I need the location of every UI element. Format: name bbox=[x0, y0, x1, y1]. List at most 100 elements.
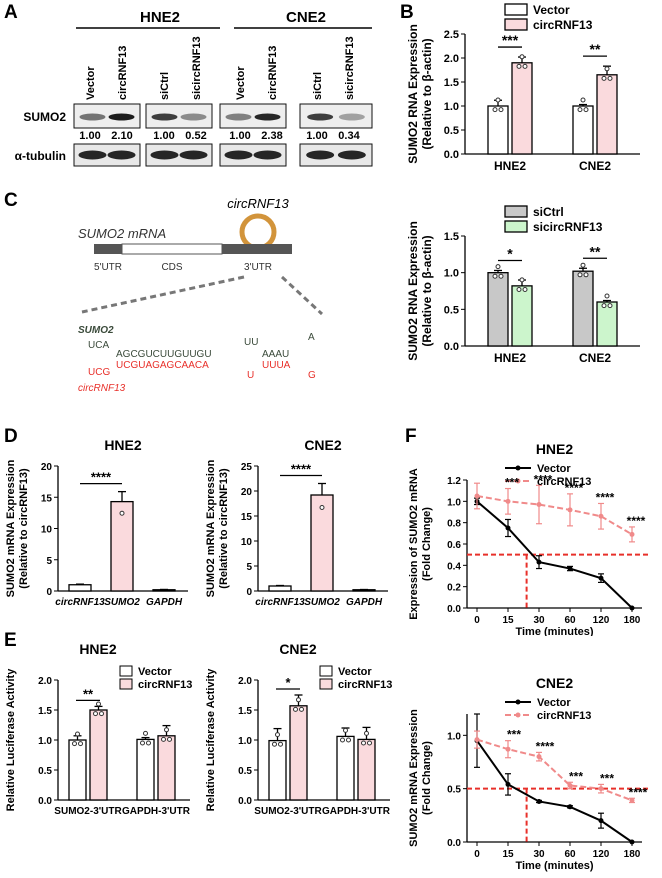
data-point bbox=[278, 741, 283, 747]
data-point bbox=[536, 798, 542, 804]
y-tick-label: 2.0 bbox=[238, 676, 252, 687]
data-point bbox=[293, 706, 298, 712]
legend-label: circRNF13 bbox=[533, 18, 593, 32]
data-point bbox=[346, 737, 351, 743]
tubulin-band bbox=[150, 150, 179, 160]
chart-d-cne2: CNE2 0 5 10 15 20 25 SUMO2 mRNA Expression(Rela… bbox=[205, 437, 388, 608]
data-point bbox=[299, 706, 304, 712]
data-point bbox=[604, 66, 610, 72]
panel-letter-c: C bbox=[4, 190, 18, 211]
lane-label: circRNF13 bbox=[117, 46, 129, 100]
y-tick-label: 0.0 bbox=[444, 341, 459, 353]
data-point bbox=[536, 502, 542, 508]
y-axis-label-line: (Fold Change) bbox=[421, 741, 433, 815]
chart-title: HNE2 bbox=[104, 437, 142, 453]
bar bbox=[268, 585, 292, 592]
y-tick-label: 1.0 bbox=[238, 736, 252, 747]
chart-title: CNE2 bbox=[279, 641, 317, 657]
tubulin-band bbox=[306, 150, 335, 160]
blot-box-tubulin bbox=[73, 143, 141, 167]
bar bbox=[596, 74, 618, 155]
bar bbox=[572, 105, 594, 155]
data-point bbox=[272, 741, 277, 747]
data-point bbox=[143, 730, 148, 736]
chart-f-hne2: HNE2 0.0 0.2 0.4 0.6 0.8 1.0 1.2 Expression of S… bbox=[408, 441, 650, 636]
seq-bot-b: UCGUAGAGCAACA bbox=[116, 360, 209, 371]
y-tick-label: 0.0 bbox=[444, 149, 459, 161]
seq-top-e: A bbox=[308, 332, 315, 343]
data-point bbox=[629, 839, 635, 845]
x-tick-label: GAPDH-3'UTR bbox=[122, 806, 191, 817]
x-tick-label: 0 bbox=[474, 849, 480, 860]
data-point bbox=[519, 54, 525, 60]
tubulin-band bbox=[107, 150, 136, 160]
band-quantification: 2.38 bbox=[261, 130, 282, 142]
y-axis-label-line: (Relative to β-actin) bbox=[420, 235, 434, 346]
y-tick-label: 15 bbox=[41, 493, 53, 504]
legend-swatch bbox=[504, 18, 528, 31]
x-tick-label: 180 bbox=[624, 615, 641, 626]
x-tick-label: HNE2 bbox=[494, 351, 526, 365]
y-axis-label-line: SUMO2 mRNA Expression bbox=[408, 709, 420, 847]
data-point bbox=[498, 273, 504, 279]
panel-letter-a: A bbox=[4, 2, 18, 23]
y-tick-label: 15 bbox=[241, 512, 253, 523]
significance-marker: **** bbox=[627, 514, 646, 528]
x-tick-label: 120 bbox=[593, 849, 610, 860]
x-tick-label: GAPDH-3'UTR bbox=[322, 806, 391, 817]
y-axis-label: SUMO2 RNA Expression(Relative to β-actin… bbox=[406, 221, 434, 361]
band-quantification: 1.00 bbox=[306, 130, 327, 142]
data-point bbox=[601, 75, 607, 81]
sumo2-band bbox=[180, 113, 207, 121]
data-point bbox=[583, 272, 589, 278]
bar bbox=[89, 709, 108, 801]
y-tick-label: 10 bbox=[241, 537, 253, 548]
y-tick-label: 2.0 bbox=[38, 676, 52, 687]
x-tick-label: CNE2 bbox=[579, 159, 611, 173]
chart-b-knockdown: 0.0 0.5 1.0 1.5 SUMO2 RNA Expression(Relativ… bbox=[406, 205, 640, 365]
legend-label: circRNF13 bbox=[537, 710, 591, 722]
data-point bbox=[567, 566, 573, 572]
y-tick-label: 0.5 bbox=[38, 766, 52, 777]
y-axis-label-line: SUMO2 RNA Expression bbox=[406, 24, 420, 164]
legend-swatch bbox=[319, 678, 333, 690]
data-point bbox=[275, 732, 280, 738]
lane-label: sicircRNF13 bbox=[344, 36, 356, 100]
y-tick-label: 0 bbox=[246, 587, 252, 598]
y-tick-label: 1.5 bbox=[238, 706, 252, 717]
y-axis-label-group: Relative Luciferase Activity bbox=[5, 668, 17, 812]
data-point bbox=[364, 730, 369, 736]
sumo2-seq-name: SUMO2 bbox=[78, 325, 114, 336]
chart-title: CNE2 bbox=[304, 437, 342, 453]
legend-marker bbox=[515, 712, 521, 718]
data-point bbox=[498, 107, 504, 113]
series-line bbox=[476, 738, 633, 802]
seq-top-b: AGCGUCUUGUUGU bbox=[116, 349, 212, 360]
x-tick-label: SUMO2 bbox=[304, 597, 340, 608]
lane-label: sicircRNF13 bbox=[191, 36, 203, 100]
circ-label: circRNF13 bbox=[227, 196, 289, 211]
x-tick-label: GAPDH bbox=[146, 597, 183, 608]
y-tick-label: 25 bbox=[241, 462, 253, 473]
significance-marker: **** bbox=[565, 481, 584, 495]
seq-top-a: UCA bbox=[88, 340, 109, 351]
panel-letter-b: B bbox=[400, 2, 414, 23]
bar bbox=[572, 270, 594, 347]
significance-marker: ** bbox=[83, 686, 94, 701]
y-axis-label: SUMO2 mRNA Expression(Relative to circRN… bbox=[205, 459, 230, 597]
y-tick-label: 5 bbox=[246, 562, 252, 573]
y-axis-label: SUMO2 mRNA Expression(Relative to circRN… bbox=[5, 459, 30, 597]
x-tick-label: circRNF13 bbox=[255, 597, 305, 608]
lane-label: Vector bbox=[235, 66, 247, 100]
data-point bbox=[580, 97, 586, 103]
bar bbox=[487, 272, 509, 347]
tubulin-band bbox=[179, 150, 208, 160]
legend-swatch bbox=[319, 665, 333, 677]
y-axis-label-group: SUMO2 mRNA Expression(Relative to circRN… bbox=[5, 459, 30, 597]
bar bbox=[596, 301, 618, 347]
y-tick-label: 10 bbox=[41, 525, 53, 536]
data-point bbox=[474, 737, 480, 743]
chart-title: HNE2 bbox=[79, 641, 117, 657]
sumo2-band bbox=[79, 113, 106, 121]
binding-schematic: circRNF13 SUMO2 mRNA 5'UTR CDS 3'UTR SUM… bbox=[78, 196, 324, 394]
